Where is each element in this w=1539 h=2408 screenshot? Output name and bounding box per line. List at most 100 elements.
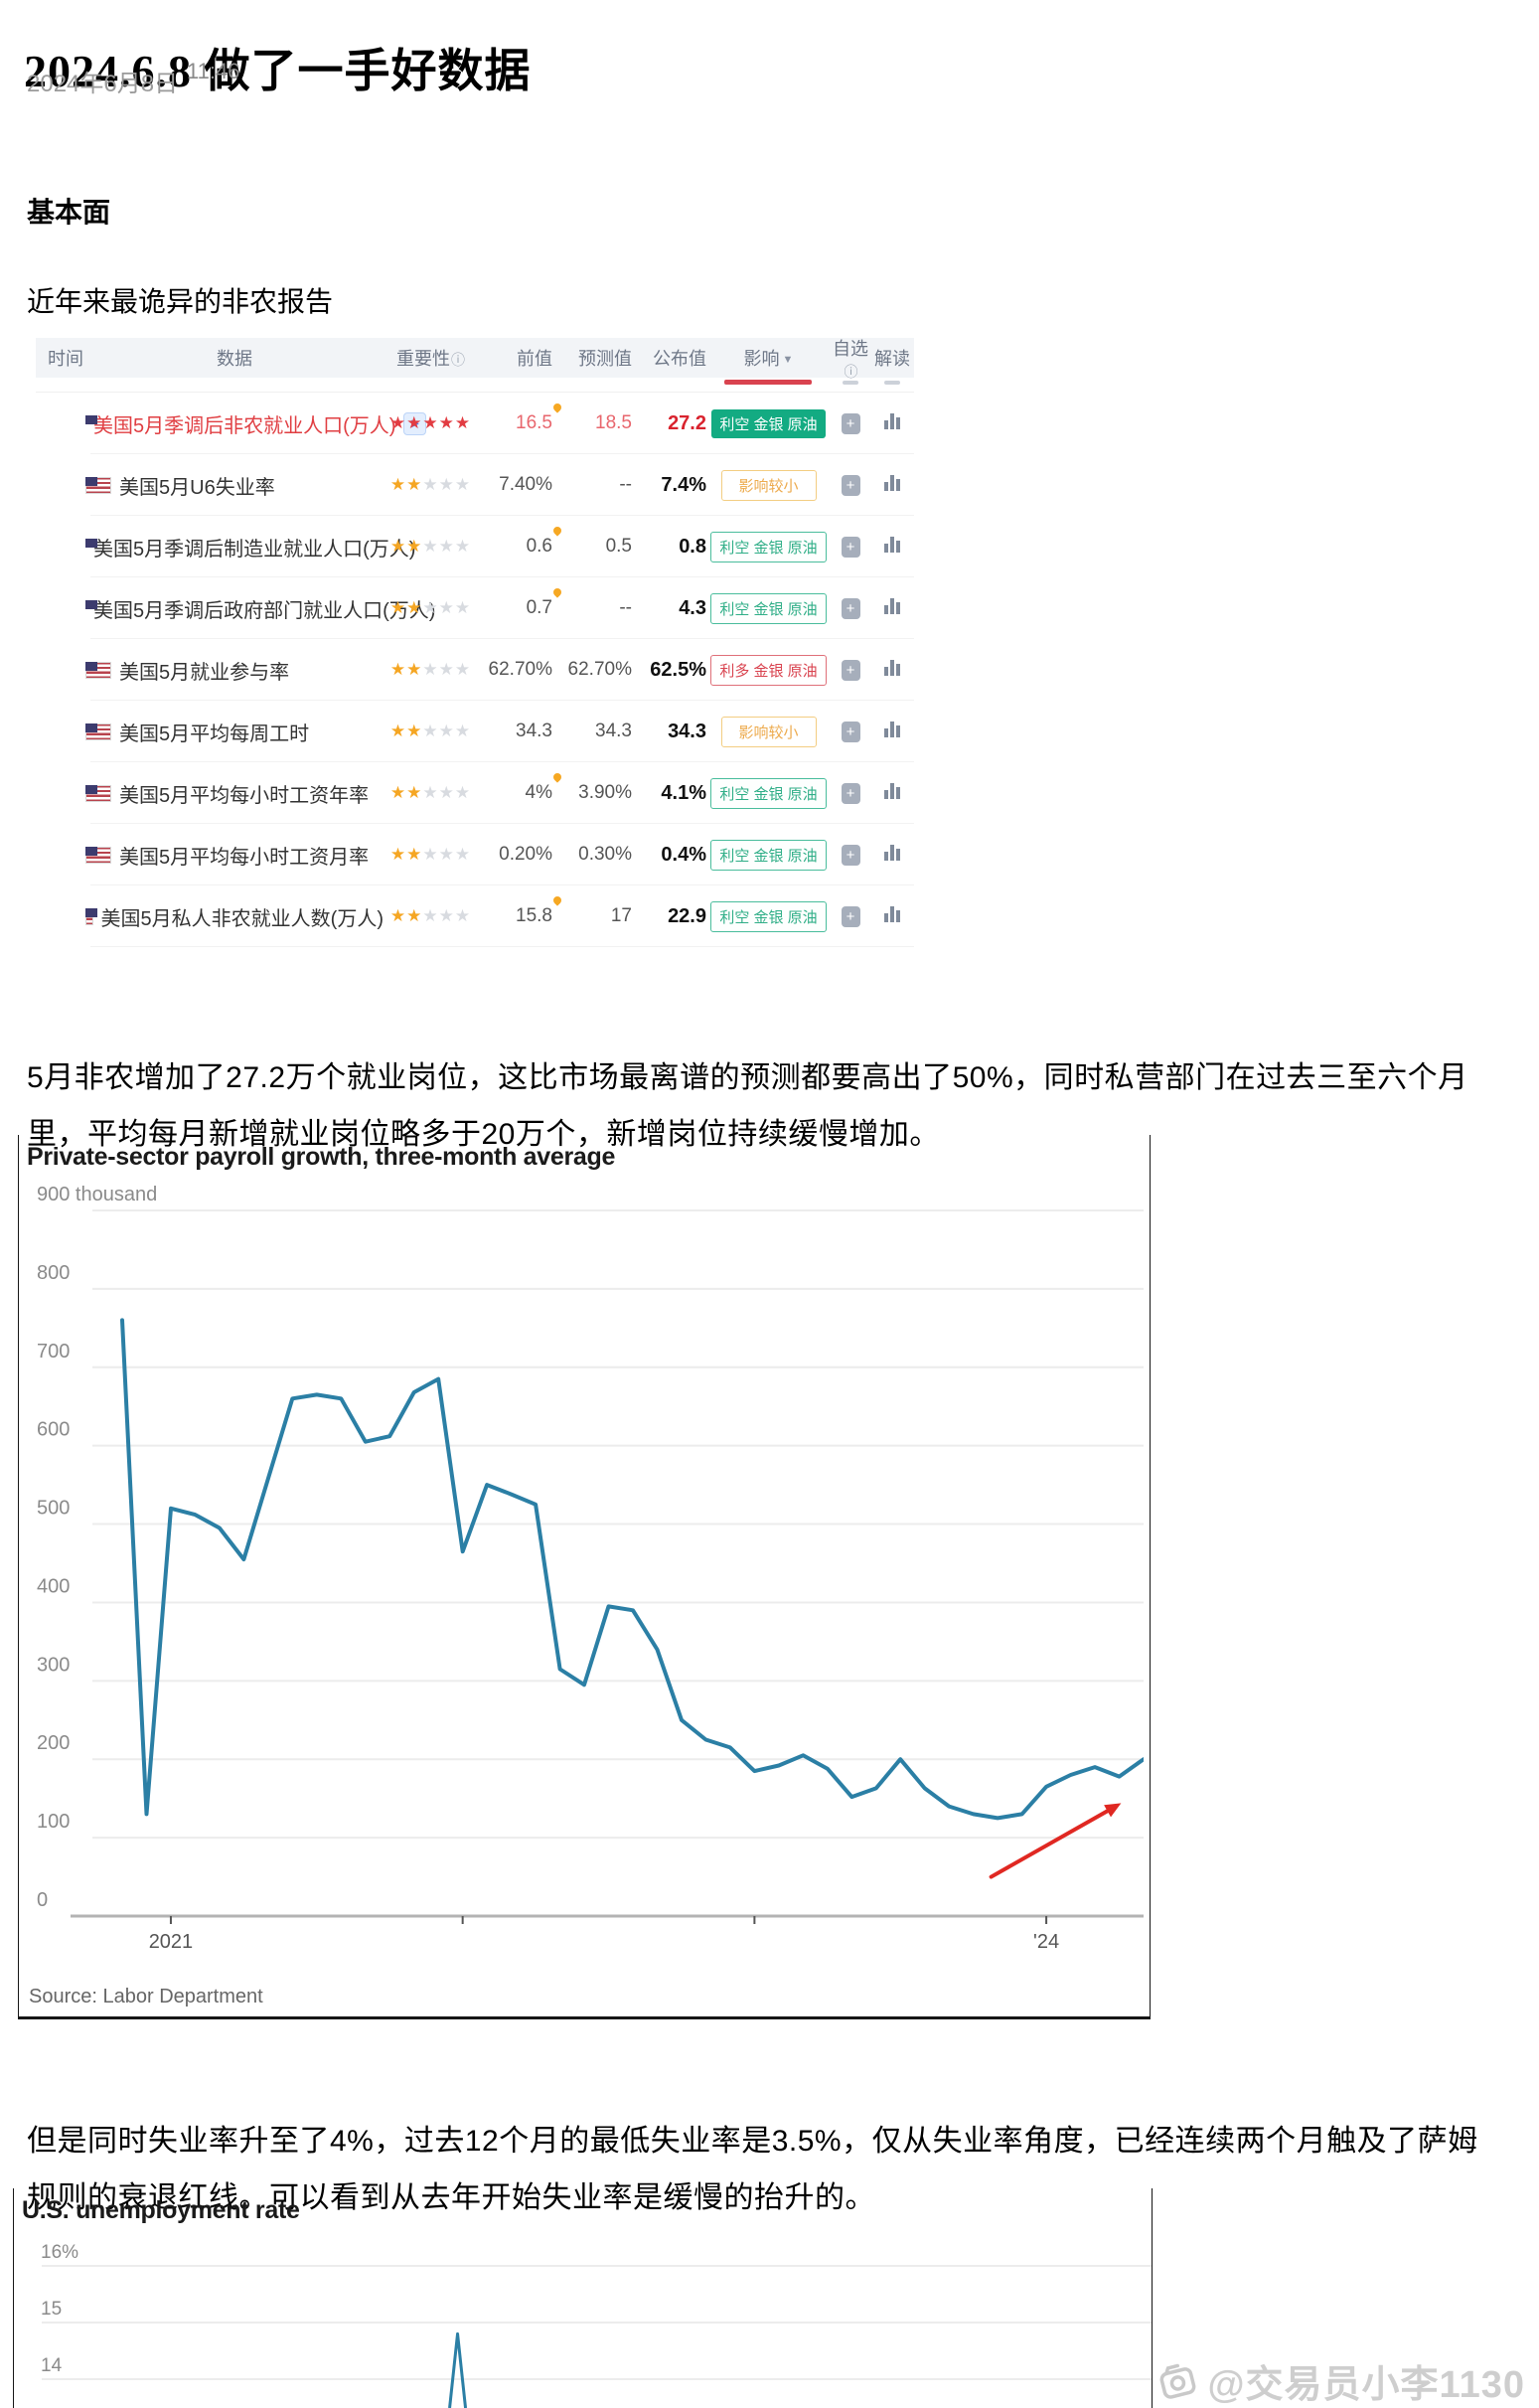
econ-row[interactable]: 美国5月平均每周工时 ★★★★★ 34.3 34.3 34.3 影响较小 + [36,701,914,762]
econ-row[interactable]: 美国5月平均每小时工资年率 ★★★★★ 4% 3.90% 4.1% 利空 金银 原油 + [36,762,914,824]
econ-row[interactable]: 美国5月季调后政府部门就业人口(万人) ★★★★★ 0.7 -- 4.3 利空 金银 原油… [36,577,914,639]
us-flag-icon [85,661,111,679]
importance-stars: ★★★★★ [384,475,478,495]
payroll-chart-title: Private-sector payroll growth, three-mon… [27,1143,616,1171]
previous-value: 0.7 [527,586,563,618]
add-watchlist-button[interactable]: + [841,659,860,681]
impact-active-underline [724,380,812,385]
add-watchlist-button[interactable]: + [841,782,860,804]
star-icon: ★ [389,783,407,802]
cell-indicator-name[interactable]: 美国5月U6失业率 [85,471,384,500]
cell-indicator-name[interactable]: 美国5月私人非农就业人数(万人) [85,902,384,931]
header-impact[interactable]: 影响 ▼ [743,349,794,369]
indicator-name[interactable]: 美国5月U6失业率 [119,476,275,499]
star-icon: ★ [454,845,472,864]
previous-value: 7.40% [499,474,552,495]
indicator-name[interactable]: 美国5月季调后政府部门就业人口(万人) [93,599,436,622]
bar-chart-icon[interactable] [884,721,900,737]
cell-indicator-name[interactable]: 美国5月就业参与率 [85,656,384,685]
add-watchlist-button[interactable]: + [841,474,860,496]
star-icon: ★ [389,722,407,740]
cell-forecast-value: -- [552,474,632,496]
star-icon: ★ [438,413,455,432]
chevron-down-icon: ▼ [782,354,794,366]
econ-row[interactable]: 美国5月季调后非农就业人口(万人) ▶ ★★★★★ 16.5 18.5 27.2 利空 金银… [36,393,914,454]
cell-previous-value: 15.8 [478,894,563,927]
econ-row[interactable]: 美国5月季调后制造业就业人口(万人) ★★★★★ 0.6 0.5 0.8 利空 金银 原油… [36,516,914,577]
econ-row[interactable]: 美国5月私人非农就业人数(万人) ★★★★★ 15.8 17 22.9 利空 金银 原油 + [36,885,914,947]
unemployment-chart-figure: U.S. unemployment rate 16% 15 14 [13,2188,1153,2408]
payroll-line-chart: 0 100 200 300 400 500 600 700 800 900 thousand 202… [37,1184,1144,1953]
cell-actual-value: 7.4% [632,474,706,497]
bar-chart-icon[interactable] [884,536,900,553]
cell-watchlist: + [831,844,870,866]
add-watchlist-button[interactable]: + [841,597,860,619]
cell-previous-value: 16.5 [478,401,563,434]
cell-indicator-name[interactable]: 美国5月季调后政府部门就业人口(万人) [85,594,435,623]
star-icon: ★ [406,722,423,740]
indicator-name[interactable]: 美国5月就业参与率 [119,661,290,684]
actual-value: 4.1% [661,781,706,804]
forecast-value: 62.70% [567,659,632,680]
previous-value: 0.6 [527,525,563,557]
header-watchlist[interactable]: 自选ⓘ [833,338,868,380]
bar-chart-icon[interactable] [884,844,900,861]
cell-indicator-name[interactable]: 美国5月平均每周工时 [85,718,384,746]
indicator-name[interactable]: 美国5月季调后非农就业人口(万人) [93,414,396,437]
importance-stars: ★★★★★ [384,783,478,803]
cell-indicator-name[interactable]: 美国5月季调后非农就业人口(万人) ▶ [85,409,427,438]
star-icon: ★ [389,598,407,617]
cell-explain [870,659,914,681]
bar-chart-icon[interactable] [884,474,900,491]
cell-explain [870,721,914,742]
econ-row[interactable]: 美国5月U6失业率 ★★★★★ 7.40% -- 7.4% 影响较小 + [36,454,914,516]
cell-forecast-value: 34.3 [552,721,632,742]
bar-chart-icon[interactable] [884,412,900,429]
cell-forecast-value: 0.30% [552,844,632,866]
impact-badge: 利空 金银 原油 [710,839,827,871]
cell-watchlist: + [831,721,870,742]
impact-badge: 利空 金银 原油 [710,531,827,562]
add-watchlist-button[interactable]: + [841,721,860,742]
add-watchlist-button[interactable]: + [841,905,860,927]
cell-indicator-name[interactable]: 美国5月季调后制造业就业人口(万人) [85,533,415,562]
cell-previous-value: 7.40% [478,474,552,496]
econ-row[interactable]: 美国5月就业参与率 ★★★★★ 62.70% 62.70% 62.5% 利多 金银 原油 + [36,639,914,701]
video-explain-icon[interactable]: ▶ [403,411,427,435]
bar-chart-icon[interactable] [884,905,900,922]
cell-indicator-name[interactable]: 美国5月平均每小时工资月率 [85,841,384,870]
star-icon: ★ [422,413,439,432]
header-importance[interactable]: 重要性ⓘ [396,349,465,369]
add-watchlist-button[interactable]: + [841,536,860,558]
indicator-name[interactable]: 美国5月平均每小时工资年率 [119,784,370,807]
add-watchlist-button[interactable]: + [841,412,860,434]
cell-watchlist: + [831,412,870,434]
bar-chart-icon[interactable] [884,782,900,799]
cell-previous-value: 4% [478,771,563,804]
header-data: 数据 [217,349,252,369]
cell-forecast-value: -- [552,597,632,619]
add-watchlist-button[interactable]: + [841,844,860,866]
indicator-name[interactable]: 美国5月平均每周工时 [119,722,310,745]
bar-chart-icon[interactable] [884,597,900,614]
indicator-name[interactable]: 美国5月季调后制造业就业人口(万人) [93,538,416,561]
cell-impact: 利空 金银 原油 [706,777,831,809]
svg-text:600: 600 [37,1419,70,1441]
bar-chart-icon[interactable] [884,659,900,676]
cell-previous-value: 0.6 [478,525,563,558]
cell-explain [870,474,914,496]
star-icon: ★ [438,722,455,740]
indicator-name[interactable]: 美国5月平均每小时工资月率 [119,846,370,869]
cell-previous-value: 34.3 [478,721,552,742]
cell-indicator-name[interactable]: 美国5月平均每小时工资年率 [85,779,384,808]
header-forecast: 预测值 [578,349,632,369]
indicator-name[interactable]: 美国5月私人非农就业人数(万人) [100,907,384,930]
econ-row[interactable]: 美国5月平均每小时工资月率 ★★★★★ 0.20% 0.30% 0.4% 利空 金银 原油… [36,824,914,885]
hot-flame-icon [551,894,563,906]
cell-actual-value: 62.5% [632,659,706,682]
svg-text:100: 100 [37,1811,70,1833]
svg-text:0: 0 [37,1889,48,1911]
header-previous: 前值 [517,349,552,369]
star-icon: ★ [422,537,439,556]
star-icon: ★ [406,413,423,432]
